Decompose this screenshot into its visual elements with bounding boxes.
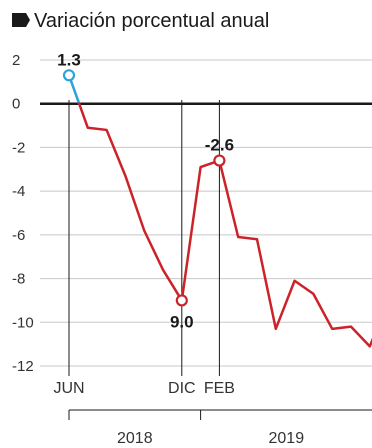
y-tick-label: -8 [12, 271, 25, 288]
series-line-negative [77, 102, 372, 348]
data-label: 9.0 [170, 312, 194, 331]
year-label: 2018 [117, 430, 153, 447]
year-label: 2019 [269, 430, 305, 447]
series-lines [67, 74, 372, 348]
month-marker-lines [68, 100, 220, 376]
x-tick-label: DIC [168, 380, 196, 397]
chart-title-text: Variación porcentual anual [34, 10, 269, 32]
title-marker-icon [12, 13, 30, 27]
y-tick-label: -10 [12, 314, 34, 331]
y-tick-label: 2 [12, 52, 20, 69]
data-label: -2.6 [205, 136, 234, 155]
data-label: 1.3 [57, 50, 81, 69]
data-labels: 1.39.0-2.6-9.0 [57, 50, 234, 331]
y-tick-label: -12 [12, 358, 34, 375]
data-point [213, 154, 226, 167]
chart-title: Variación porcentual anual [12, 10, 269, 32]
x-tick-label: FEB [204, 380, 235, 397]
grid [40, 59, 372, 367]
y-tick-label: -2 [12, 139, 25, 156]
highlight-points [62, 69, 226, 307]
y-tick-label: 0 [12, 96, 20, 113]
data-point [175, 294, 188, 307]
x-axis: JUNDICFEBNOV20182019 [53, 380, 372, 447]
y-tick-label: -4 [12, 183, 25, 200]
data-point [62, 69, 76, 82]
y-axis-tick-labels: 2 0 -2 -4 -6 -8 -10 -12 [12, 52, 34, 375]
y-tick-label: -6 [12, 227, 25, 244]
x-tick-label: JUN [53, 380, 84, 397]
